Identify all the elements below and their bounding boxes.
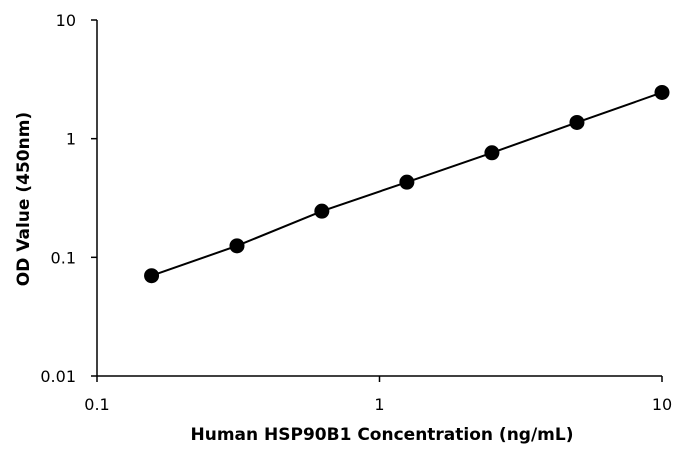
axes [96, 20, 662, 377]
y-tick-label: 0.01 [40, 367, 76, 386]
data-point [484, 145, 500, 161]
ticks [91, 19, 663, 382]
data-point [229, 238, 245, 254]
series-points [144, 84, 670, 284]
data-point [569, 114, 585, 130]
data-point [654, 84, 670, 100]
y-axis-title: OD Value (450nm) [14, 112, 34, 286]
x-tick-label: 10 [652, 395, 672, 414]
data-point [399, 174, 415, 190]
x-axis-title: Human HSP90B1 Concentration (ng/mL) [191, 425, 574, 445]
x-tick-label: 1 [374, 395, 384, 414]
y-tick-label: 10 [56, 11, 76, 30]
data-point [314, 203, 330, 219]
data-point [144, 268, 160, 284]
y-tick-label: 1 [66, 130, 76, 149]
x-tick-label: 0.1 [84, 395, 109, 414]
tick-labels: 0.01 0.1 1 10 0.1 1 10 [40, 11, 672, 414]
y-tick-label: 0.1 [51, 248, 76, 267]
